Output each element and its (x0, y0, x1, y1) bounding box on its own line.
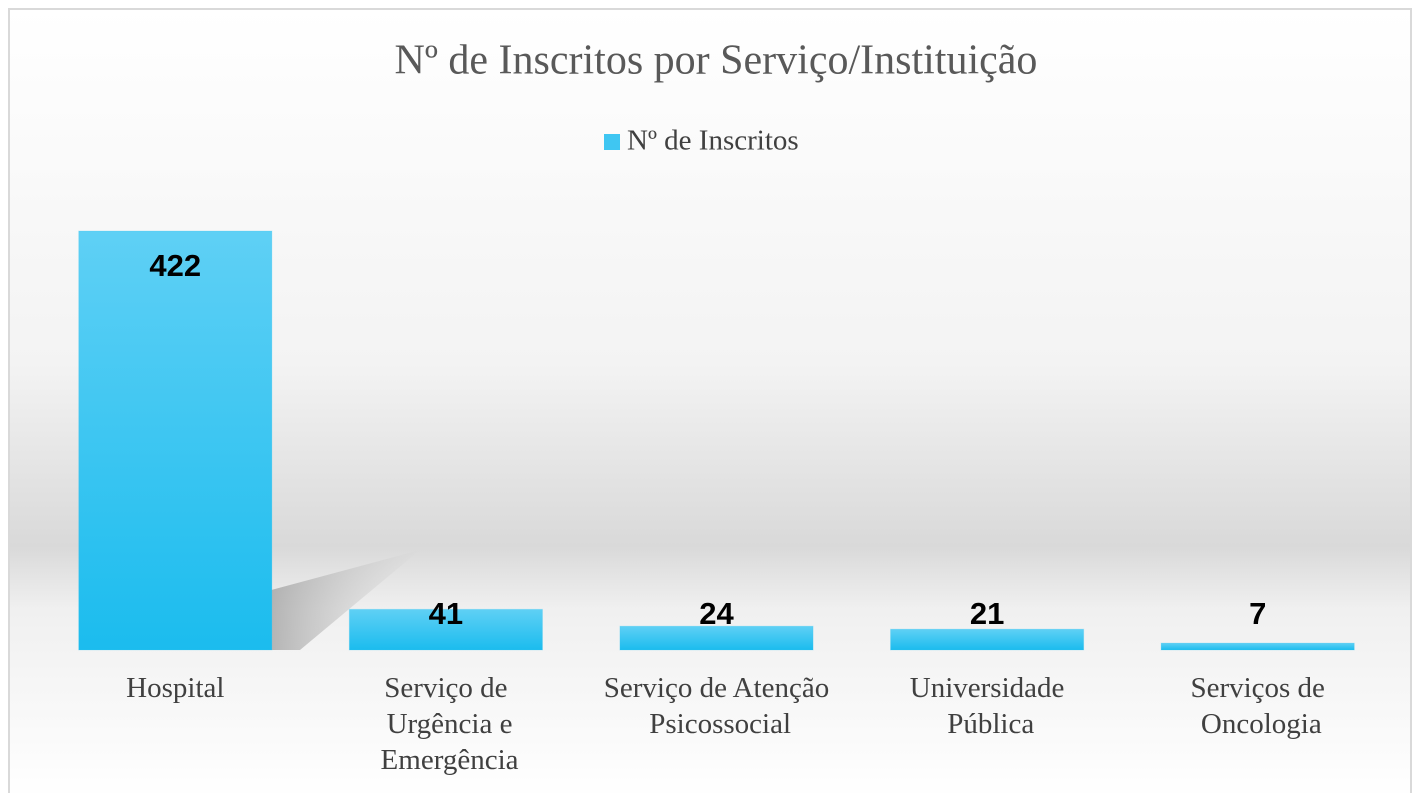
chart-title: Nº de Inscritos por Serviço/Instituição (395, 38, 1038, 84)
data-label: 24 (699, 596, 734, 631)
data-label: 422 (149, 248, 201, 283)
bar-shadow (271, 550, 420, 650)
legend-swatch (604, 134, 620, 150)
bar (78, 230, 273, 651)
bar (889, 628, 1085, 651)
bar (348, 608, 544, 651)
data-label: 7 (1249, 596, 1266, 631)
bar (619, 625, 814, 651)
x-tick-label: Serviço de Urgência e Emergência (373, 672, 518, 776)
x-tick-label: Serviços de Oncologia (1190, 672, 1325, 740)
legend-label: Nº de Inscritos (627, 125, 799, 157)
x-tick-label: Hospital (126, 672, 224, 704)
data-label: 41 (429, 596, 463, 631)
x-tick-label: Serviço de Atenção Psicossocial (604, 672, 829, 740)
x-tick-label: Universidade Pública (910, 672, 1065, 740)
bar (1160, 642, 1355, 651)
data-label: 21 (970, 596, 1004, 631)
